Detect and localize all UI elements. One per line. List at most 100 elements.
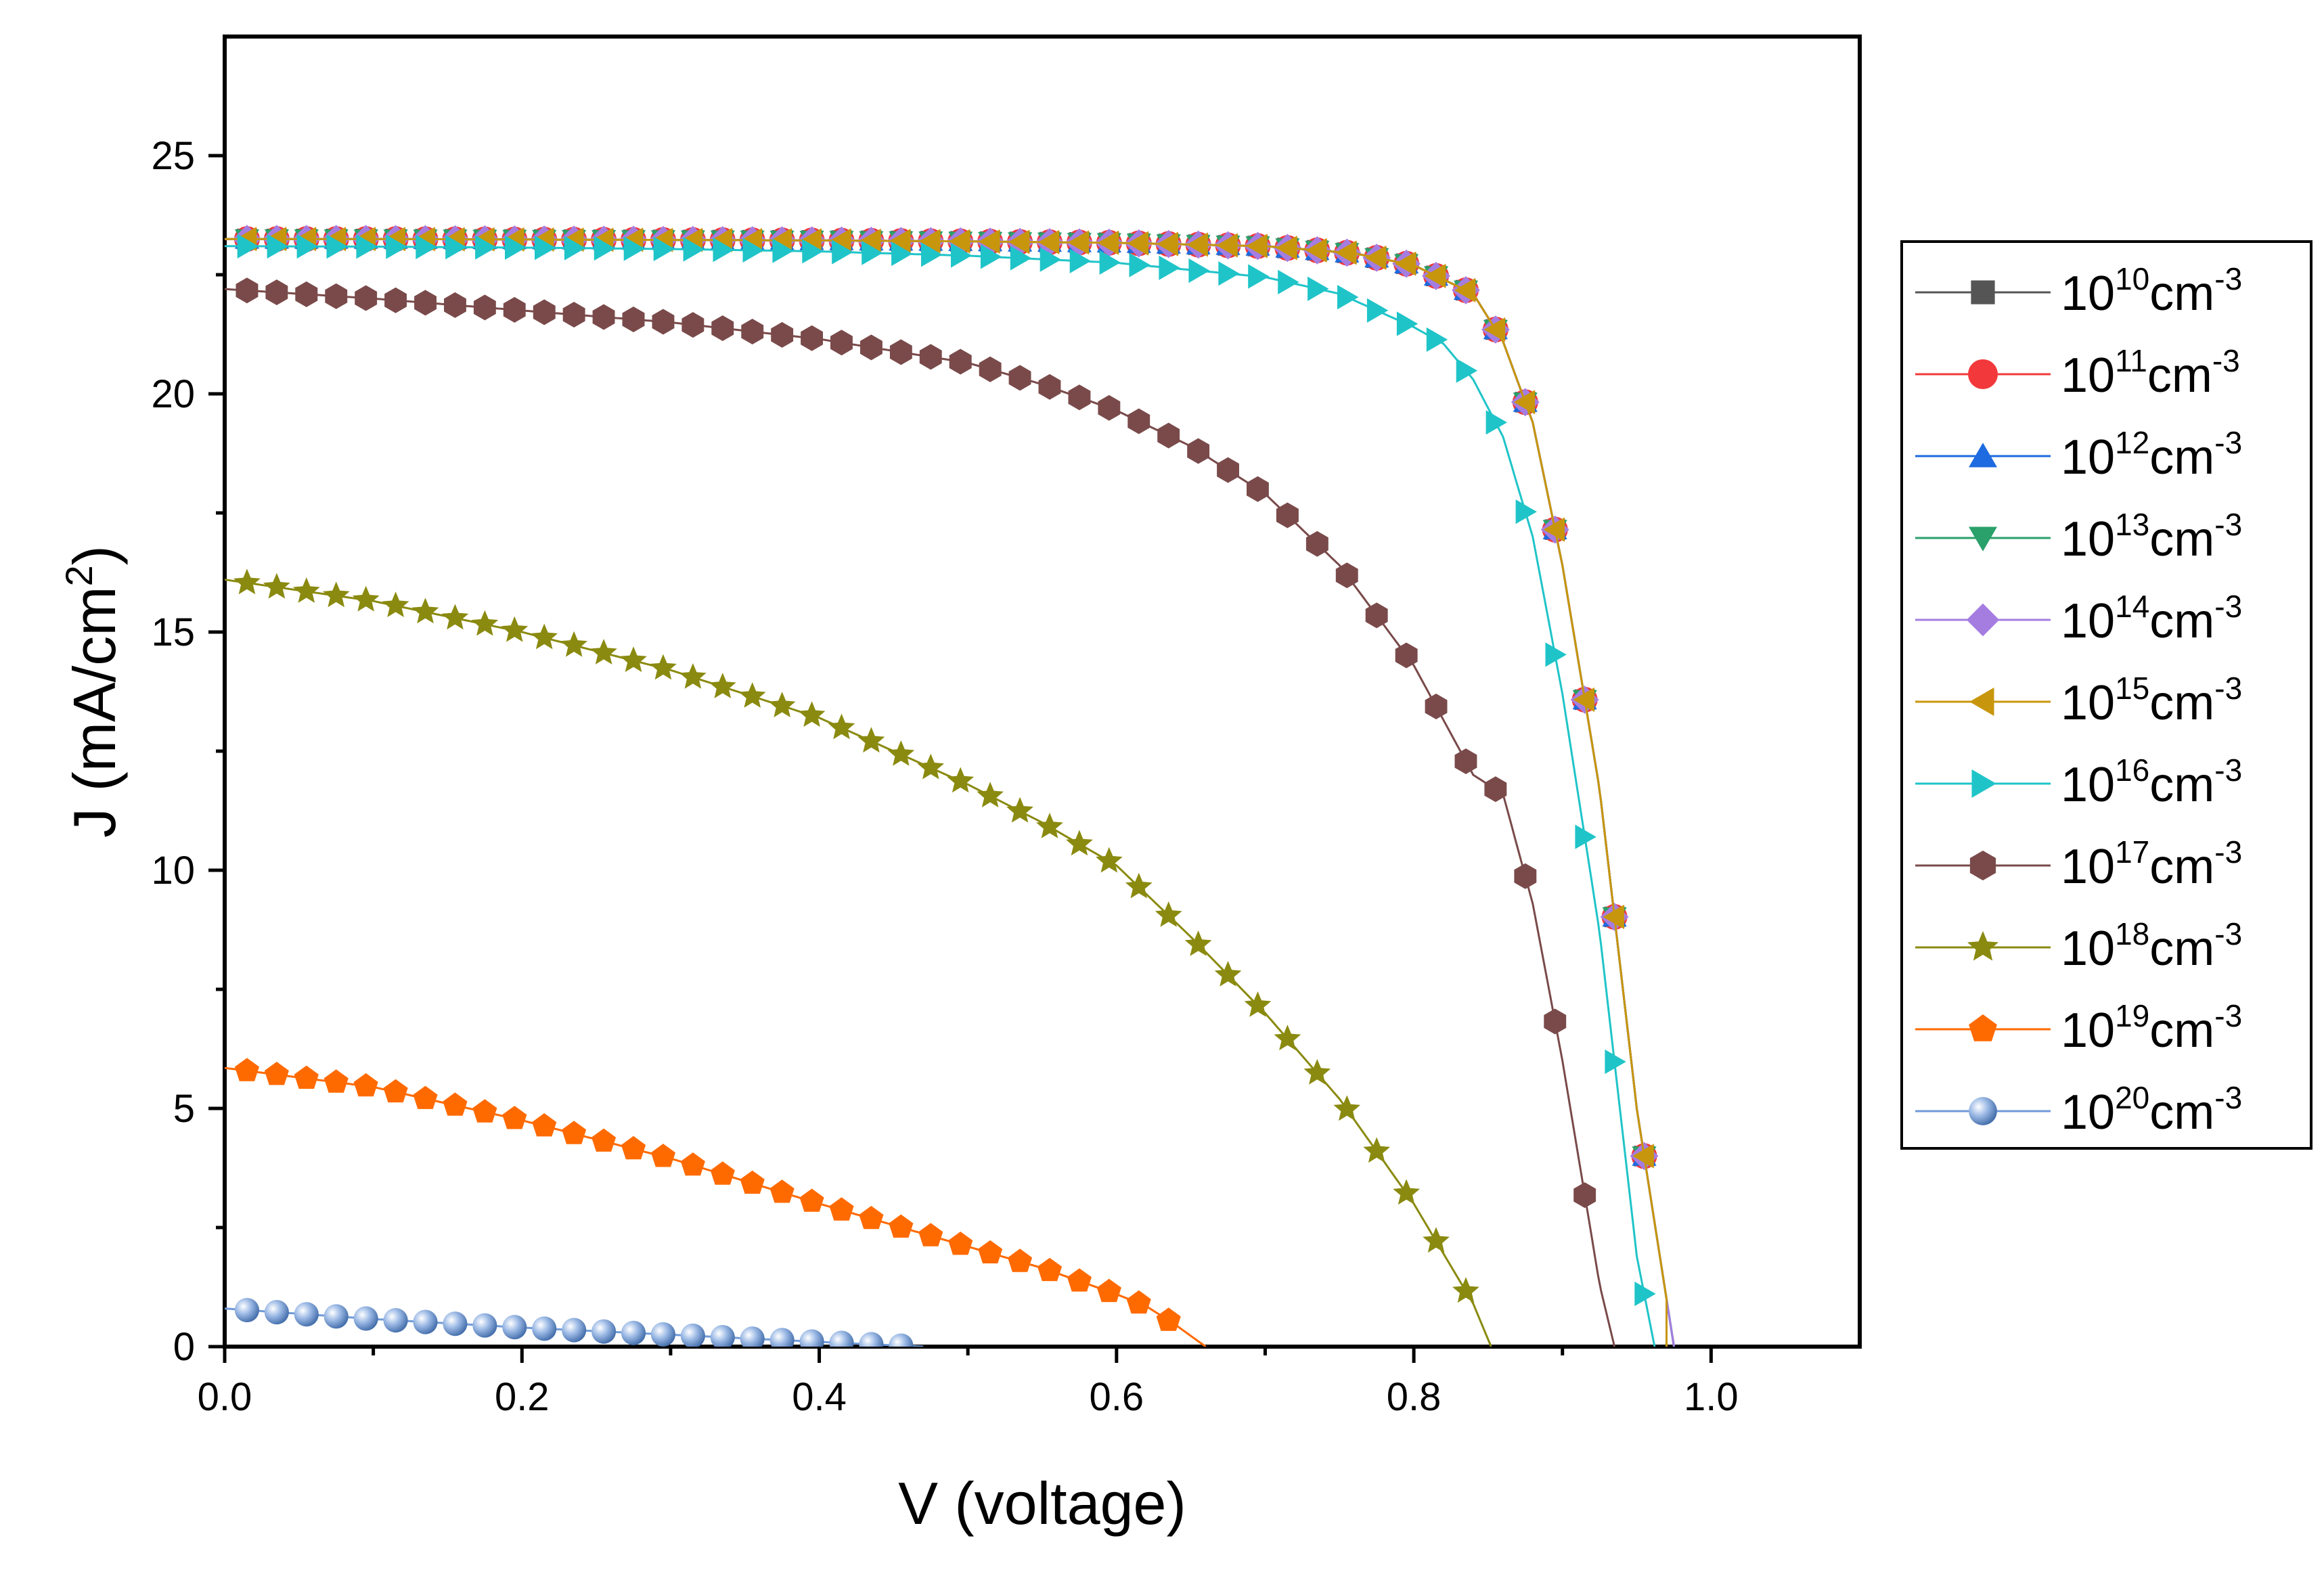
- legend-item-1e19: 1019cm-3: [1915, 998, 2242, 1058]
- y-axis-title-sup: 2: [58, 565, 100, 586]
- legend-marker: [1967, 930, 1998, 961]
- data-point: [1008, 1249, 1033, 1272]
- data-point: [1127, 408, 1150, 434]
- data-point: [443, 1092, 468, 1116]
- data-point: [1218, 261, 1240, 286]
- legend-marker: [1969, 1014, 1997, 1041]
- data-point: [411, 598, 439, 624]
- data-point: [1544, 1008, 1567, 1035]
- data-point: [919, 344, 942, 370]
- data-point: [1603, 904, 1624, 930]
- data-point: [234, 1058, 259, 1081]
- data-point: [1037, 229, 1060, 254]
- data-point: [1303, 1059, 1331, 1085]
- series-1e12: [225, 227, 1675, 1347]
- data-point: [770, 228, 792, 253]
- data-point: [1452, 1277, 1479, 1303]
- data-point: [977, 782, 1004, 808]
- data-point: [949, 348, 972, 375]
- data-point: [355, 285, 378, 311]
- data-point: [562, 302, 585, 328]
- data-point: [772, 238, 794, 263]
- data-point: [1305, 531, 1328, 557]
- data-point: [382, 591, 409, 617]
- legend-item-1e15: 1015cm-3: [1915, 671, 2242, 730]
- data-point: [1127, 231, 1148, 256]
- data-point: [445, 235, 467, 260]
- data-point: [1483, 317, 1506, 342]
- data-point: [1573, 1182, 1596, 1209]
- legend-label: 1020cm-3: [2061, 1080, 2242, 1140]
- data-point: [591, 1128, 617, 1152]
- data-point: [444, 292, 466, 318]
- y-tick-label: 25: [151, 134, 195, 178]
- data-point: [1096, 1278, 1121, 1303]
- data-point: [1308, 276, 1329, 301]
- data-point: [1276, 502, 1299, 529]
- data-point: [830, 228, 851, 253]
- legend-label: 1017cm-3: [2061, 834, 2242, 894]
- legend: 1010cm-3 1011cm-3 1012cm-3 1013cm-3 1014cm-3…: [1900, 240, 2312, 1150]
- series-1e15: [225, 227, 1668, 1347]
- data-point: [769, 1179, 795, 1203]
- series-line: [225, 579, 1492, 1347]
- data-point: [1425, 694, 1448, 719]
- data-point: [1632, 1144, 1654, 1169]
- legend-label: 1018cm-3: [2061, 916, 2242, 976]
- series-1e18: [225, 568, 1492, 1347]
- legend-label: 1015cm-3: [2061, 671, 2242, 730]
- data-point: [1634, 1281, 1656, 1307]
- data-point: [947, 767, 975, 793]
- data-point: [680, 1152, 705, 1176]
- legend-item-1e18: 1018cm-3: [1915, 916, 2242, 976]
- legend-marker: [1969, 443, 1997, 468]
- data-point: [472, 1313, 497, 1338]
- data-point: [949, 229, 970, 254]
- legend-label: 1019cm-3: [2061, 998, 2242, 1058]
- data-point: [560, 631, 587, 657]
- data-point: [386, 234, 407, 259]
- legend-item-1e20: 1020cm-3: [1915, 1080, 2242, 1140]
- data-point: [683, 237, 705, 262]
- series-line: [225, 238, 1675, 1347]
- data-point: [353, 1306, 378, 1331]
- data-point: [650, 1322, 675, 1347]
- data-point: [1099, 250, 1121, 275]
- data-point: [887, 740, 915, 766]
- data-point: [1365, 602, 1388, 629]
- data-point: [650, 1144, 675, 1167]
- data-point: [829, 1197, 854, 1221]
- data-point: [502, 1315, 527, 1340]
- series-line: [225, 238, 1675, 1347]
- data-point: [295, 281, 318, 307]
- series-1e16: [225, 233, 1656, 1347]
- data-point: [1484, 776, 1507, 803]
- data-point: [709, 673, 736, 698]
- data-point: [1363, 1137, 1391, 1163]
- data-point: [1098, 395, 1121, 421]
- data-point: [1305, 238, 1327, 263]
- data-point: [681, 312, 705, 338]
- data-point: [1006, 796, 1033, 823]
- data-point: [980, 244, 1002, 269]
- data-point: [1184, 930, 1212, 956]
- data-point: [294, 1065, 319, 1089]
- legend-label: 1016cm-3: [2061, 752, 2242, 812]
- data-point: [1513, 390, 1536, 415]
- data-point: [384, 287, 407, 313]
- data-point: [502, 1106, 527, 1129]
- data-point: [1244, 991, 1272, 1017]
- data-point: [1545, 642, 1567, 667]
- data-point: [1097, 230, 1119, 255]
- data-point: [1040, 247, 1062, 272]
- series-1e17: [225, 277, 1616, 1347]
- legend-label: 1014cm-3: [2061, 589, 2242, 648]
- legend-item-1e11: 1011cm-3: [1915, 343, 2240, 403]
- data-point: [860, 334, 882, 361]
- series-line: [225, 245, 1656, 1347]
- data-point: [383, 1308, 408, 1333]
- data-point: [383, 1079, 408, 1103]
- data-point: [650, 654, 677, 680]
- data-point: [710, 1325, 735, 1347]
